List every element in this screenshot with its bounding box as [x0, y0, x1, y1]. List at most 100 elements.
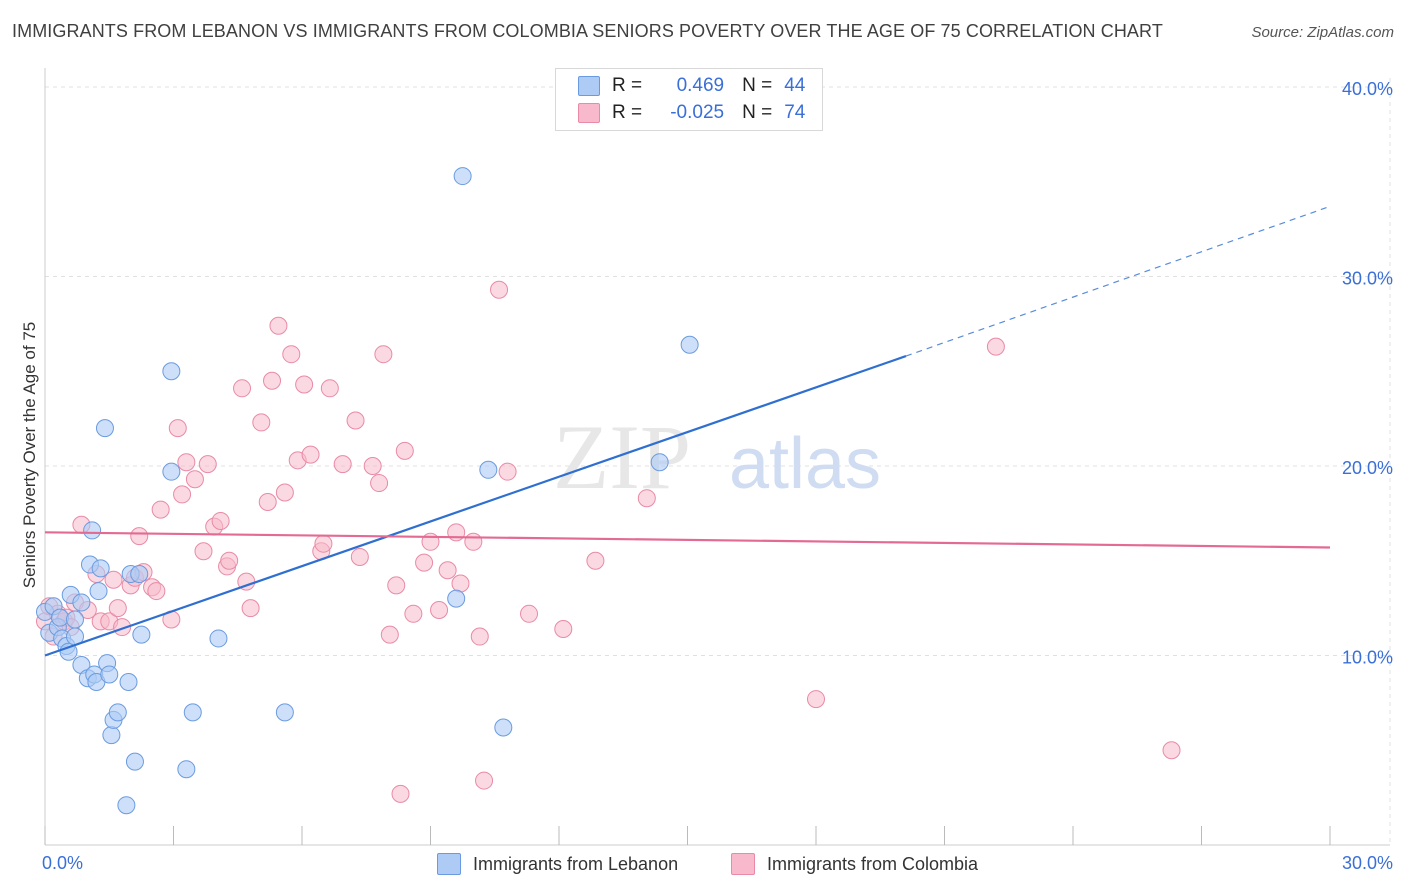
lebanon-point [275, 703, 294, 722]
colombia-point [314, 534, 333, 553]
colombia-point [320, 379, 339, 398]
lebanon-point [650, 453, 669, 472]
lebanon-point [91, 559, 110, 578]
colombia-point [490, 280, 509, 299]
lebanon-point [83, 521, 102, 540]
colombia-legend-swatch [731, 853, 755, 875]
legend-n-label: N = [742, 102, 773, 123]
colombia-point [185, 470, 204, 489]
y-tick-label: 30.0% [1342, 269, 1393, 289]
colombia-point [370, 474, 389, 493]
legend-n-label: N = [742, 75, 773, 96]
watermark-atlas: atlas [729, 424, 881, 504]
colombia-point [177, 453, 196, 472]
y-tick-label: 20.0% [1342, 458, 1393, 478]
correlation-legend: R = 0.469 N = 44 R = -0.025 N = 74 [555, 68, 823, 131]
legend-n-value-lebanon: 44 [784, 75, 806, 96]
x-tick-label: 30.0% [1342, 853, 1393, 873]
x-tick-label: 0.0% [42, 853, 83, 873]
lebanon-swatch [578, 76, 600, 96]
lebanon-point [108, 703, 127, 722]
bottom-legend-lebanon: Immigrants from Lebanon [437, 851, 678, 877]
colombia-point [333, 455, 352, 474]
legend-r-value-lebanon: 0.469 [676, 75, 725, 96]
colombia-trend-line [44, 531, 1331, 549]
lebanon-point [209, 629, 228, 648]
lebanon-point [102, 726, 121, 745]
lebanon-points [36, 167, 699, 815]
colombia-point [586, 551, 605, 570]
lebanon-trend-line [44, 355, 907, 657]
colombia-swatch [578, 103, 600, 123]
colombia-point [464, 532, 483, 551]
lebanon-point [162, 362, 181, 381]
colombia-point [475, 771, 494, 790]
colombia-point [173, 485, 192, 504]
gridlines [45, 78, 1391, 845]
colombia-point [198, 455, 217, 474]
colombia-point [387, 576, 406, 595]
colombia-point [498, 462, 517, 481]
colombia-point [241, 599, 260, 618]
lebanon-legend-swatch [437, 853, 461, 875]
colombia-point [415, 553, 434, 572]
colombia-point [1162, 741, 1181, 760]
lebanon-point [447, 589, 466, 608]
colombia-point [438, 561, 457, 580]
lebanon-point [100, 665, 119, 684]
colombia-point [147, 582, 166, 601]
colombia-point [404, 604, 423, 623]
colombia-point [194, 542, 213, 561]
colombia-point [470, 627, 489, 646]
lebanon-point [119, 673, 138, 692]
colombia-point [346, 411, 365, 430]
lebanon-point [50, 608, 69, 627]
lebanon-legend-label: Immigrants from Lebanon [473, 853, 679, 874]
lebanon-point [132, 625, 151, 644]
colombia-point [451, 574, 470, 593]
colombia-point [374, 345, 393, 364]
lebanon-point [59, 642, 78, 661]
bottom-legend-colombia: Immigrants from Colombia [731, 851, 978, 877]
colombia-point [391, 784, 410, 803]
colombia-point [363, 457, 382, 475]
lebanon-point [680, 335, 699, 354]
colombia-point [233, 379, 252, 398]
source-label: Source: ZipAtlas.com [1251, 24, 1394, 41]
lebanon-point [494, 718, 513, 737]
colombia-point [220, 551, 239, 570]
lebanon-point [453, 167, 472, 186]
colombia-point [130, 527, 149, 546]
lebanon-point [89, 582, 108, 601]
lebanon-point [95, 419, 114, 438]
legend-r-label: R = [612, 75, 643, 96]
colombia-point [168, 419, 187, 438]
colombia-points [36, 280, 1181, 803]
colombia-point [395, 441, 414, 460]
colombia-point [263, 371, 282, 390]
colombia-point [104, 570, 123, 589]
lebanon-point [65, 610, 84, 629]
colombia-point [380, 625, 399, 644]
colombia-point [108, 599, 127, 618]
colombia-point [282, 345, 301, 364]
colombia-point [520, 604, 539, 623]
axes [44, 68, 1390, 846]
lebanon-point [479, 460, 498, 479]
colombia-point [301, 445, 320, 464]
colombia-point [807, 690, 825, 709]
y-tick-label: 40.0% [1342, 79, 1393, 99]
trend-lines [44, 205, 1331, 657]
colombia-point [258, 493, 277, 512]
colombia-point [430, 601, 449, 620]
colombia-point [151, 500, 170, 519]
watermark: ZIP atlas [553, 406, 881, 508]
colombia-point [252, 413, 271, 432]
lebanon-point [183, 703, 202, 722]
lebanon-trend-extension [905, 205, 1331, 357]
legend-n-value-colombia: 74 [784, 102, 806, 123]
colombia-point [350, 547, 369, 566]
lebanon-point [130, 565, 149, 584]
colombia-point [269, 316, 288, 335]
